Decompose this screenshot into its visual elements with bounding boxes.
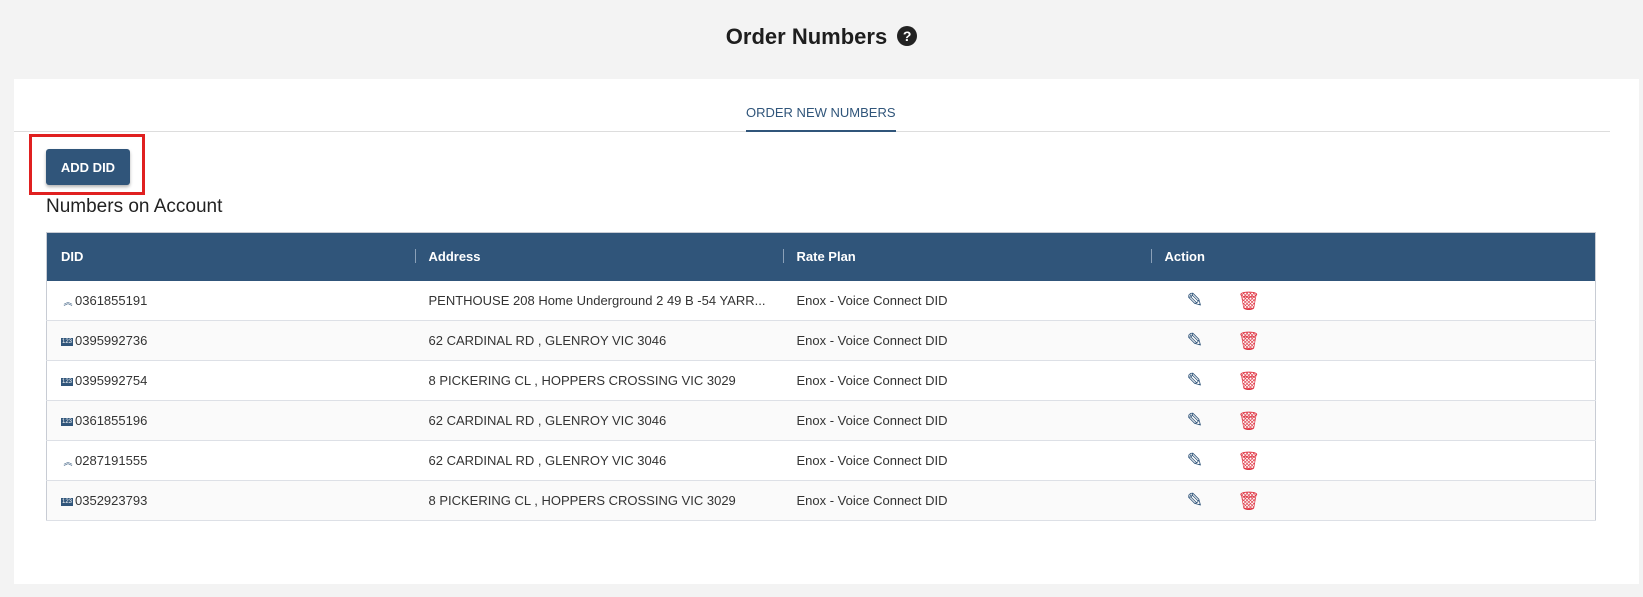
did-cell: 123 0395992754 xyxy=(46,360,415,401)
rate-plan-cell: Enox - Voice Connect DID xyxy=(782,360,1151,401)
question-circle-icon[interactable]: ? xyxy=(897,26,918,47)
rate-plan-cell: Enox - Voice Connect DID xyxy=(782,320,1151,361)
did-value: 0287191555 xyxy=(75,453,148,468)
did-value: 0361855196 xyxy=(75,413,148,428)
main-card: ORDER NEW NUMBERS ADD DID Numbers on Acc… xyxy=(14,79,1639,584)
page-title: Order Numbers? xyxy=(0,24,1643,50)
edit-pencil-icon[interactable]: ✎ xyxy=(1186,450,1204,472)
table-row: ︽ 0287191555 62 CARDINAL RD , GLENROY VIC… xyxy=(46,440,1596,481)
section-title: Numbers on Account xyxy=(46,196,223,217)
number-icon: 123 xyxy=(61,417,74,426)
column-header-address[interactable]: Address xyxy=(414,232,783,281)
address-cell: 8 PICKERING CL , HOPPERS CROSSING VIC 30… xyxy=(414,480,783,521)
did-cell: 123 0352923793 xyxy=(46,480,415,521)
tab-order-new-numbers[interactable]: ORDER NEW NUMBERS xyxy=(746,105,896,132)
number-icon: 123 xyxy=(61,337,74,346)
edit-pencil-icon[interactable]: ✎ xyxy=(1186,370,1204,392)
number-icon: 123 xyxy=(61,497,74,506)
action-cell: ✎ 🗑 xyxy=(1150,480,1596,521)
action-cell: ✎ 🗑 xyxy=(1150,360,1596,401)
address-cell: 62 CARDINAL RD , GLENROY VIC 3046 xyxy=(414,400,783,441)
did-value: 0395992736 xyxy=(75,333,148,348)
action-cell: ✎ 🗑 xyxy=(1150,280,1596,321)
delete-trash-icon[interactable]: 🗑 xyxy=(1237,290,1261,311)
action-cell: ✎ 🗑 xyxy=(1150,400,1596,441)
edit-pencil-icon[interactable]: ✎ xyxy=(1186,490,1204,512)
action-cell: ✎ 🗑 xyxy=(1150,320,1596,361)
did-value: 0395992754 xyxy=(75,373,148,388)
edit-pencil-icon[interactable]: ✎ xyxy=(1186,410,1204,432)
table-row: 123 0395992736 62 CARDINAL RD , GLENROY V… xyxy=(46,320,1596,361)
rate-plan-cell: Enox - Voice Connect DID xyxy=(782,440,1151,481)
column-header-action: Action xyxy=(1150,232,1596,281)
column-header-did[interactable]: DID xyxy=(46,232,415,281)
tab-bar: ORDER NEW NUMBERS xyxy=(14,79,1610,132)
did-cell: 123 0361855196 xyxy=(46,400,415,441)
highlight-box xyxy=(29,134,145,195)
table-row: 123 0361855196 62 CARDINAL RD , GLENROY V… xyxy=(46,400,1596,441)
did-value: 0352923793 xyxy=(75,493,148,508)
did-cell: ︽ 0287191555 xyxy=(46,440,415,481)
ported-icon: ︽ xyxy=(63,296,73,307)
rate-plan-cell: Enox - Voice Connect DID xyxy=(782,480,1151,521)
table-row: 123 0352923793 8 PICKERING CL , HOPPERS C… xyxy=(46,480,1596,521)
edit-pencil-icon[interactable]: ✎ xyxy=(1186,289,1204,312)
numbers-table: DID Address Rate Plan Action ︽ 0361855191… xyxy=(46,232,1596,521)
page-title-text: Order Numbers xyxy=(725,24,888,49)
rate-plan-cell: Enox - Voice Connect DID xyxy=(782,400,1151,441)
delete-trash-icon[interactable]: 🗑 xyxy=(1237,331,1261,351)
delete-trash-icon[interactable]: 🗑 xyxy=(1237,411,1261,431)
table-row: ︽ 0361855191 PENTHOUSE 208 Home Undergrou… xyxy=(46,280,1596,321)
number-icon: 123 xyxy=(61,377,74,386)
action-cell: ✎ 🗑 xyxy=(1150,440,1596,481)
address-cell: 62 CARDINAL RD , GLENROY VIC 3046 xyxy=(414,320,783,361)
rate-plan-cell: Enox - Voice Connect DID xyxy=(782,280,1151,321)
address-cell: 62 CARDINAL RD , GLENROY VIC 3046 xyxy=(414,440,783,481)
did-value: 0361855191 xyxy=(75,292,148,308)
address-cell: PENTHOUSE 208 Home Underground 2 49 B -5… xyxy=(414,280,783,321)
did-cell: ︽ 0361855191 xyxy=(46,280,415,321)
column-header-rate-plan[interactable]: Rate Plan xyxy=(782,232,1151,281)
add-did-button[interactable]: ADD DID xyxy=(46,149,130,185)
ported-icon: ︽ xyxy=(63,457,73,467)
address-cell: 8 PICKERING CL , HOPPERS CROSSING VIC 30… xyxy=(414,360,783,401)
delete-trash-icon[interactable]: 🗑 xyxy=(1237,491,1261,511)
table-row: 123 0395992754 8 PICKERING CL , HOPPERS C… xyxy=(46,360,1596,401)
delete-trash-icon[interactable]: 🗑 xyxy=(1237,371,1261,391)
edit-pencil-icon[interactable]: ✎ xyxy=(1186,330,1204,352)
delete-trash-icon[interactable]: 🗑 xyxy=(1237,451,1261,471)
did-cell: 123 0395992736 xyxy=(46,320,415,361)
